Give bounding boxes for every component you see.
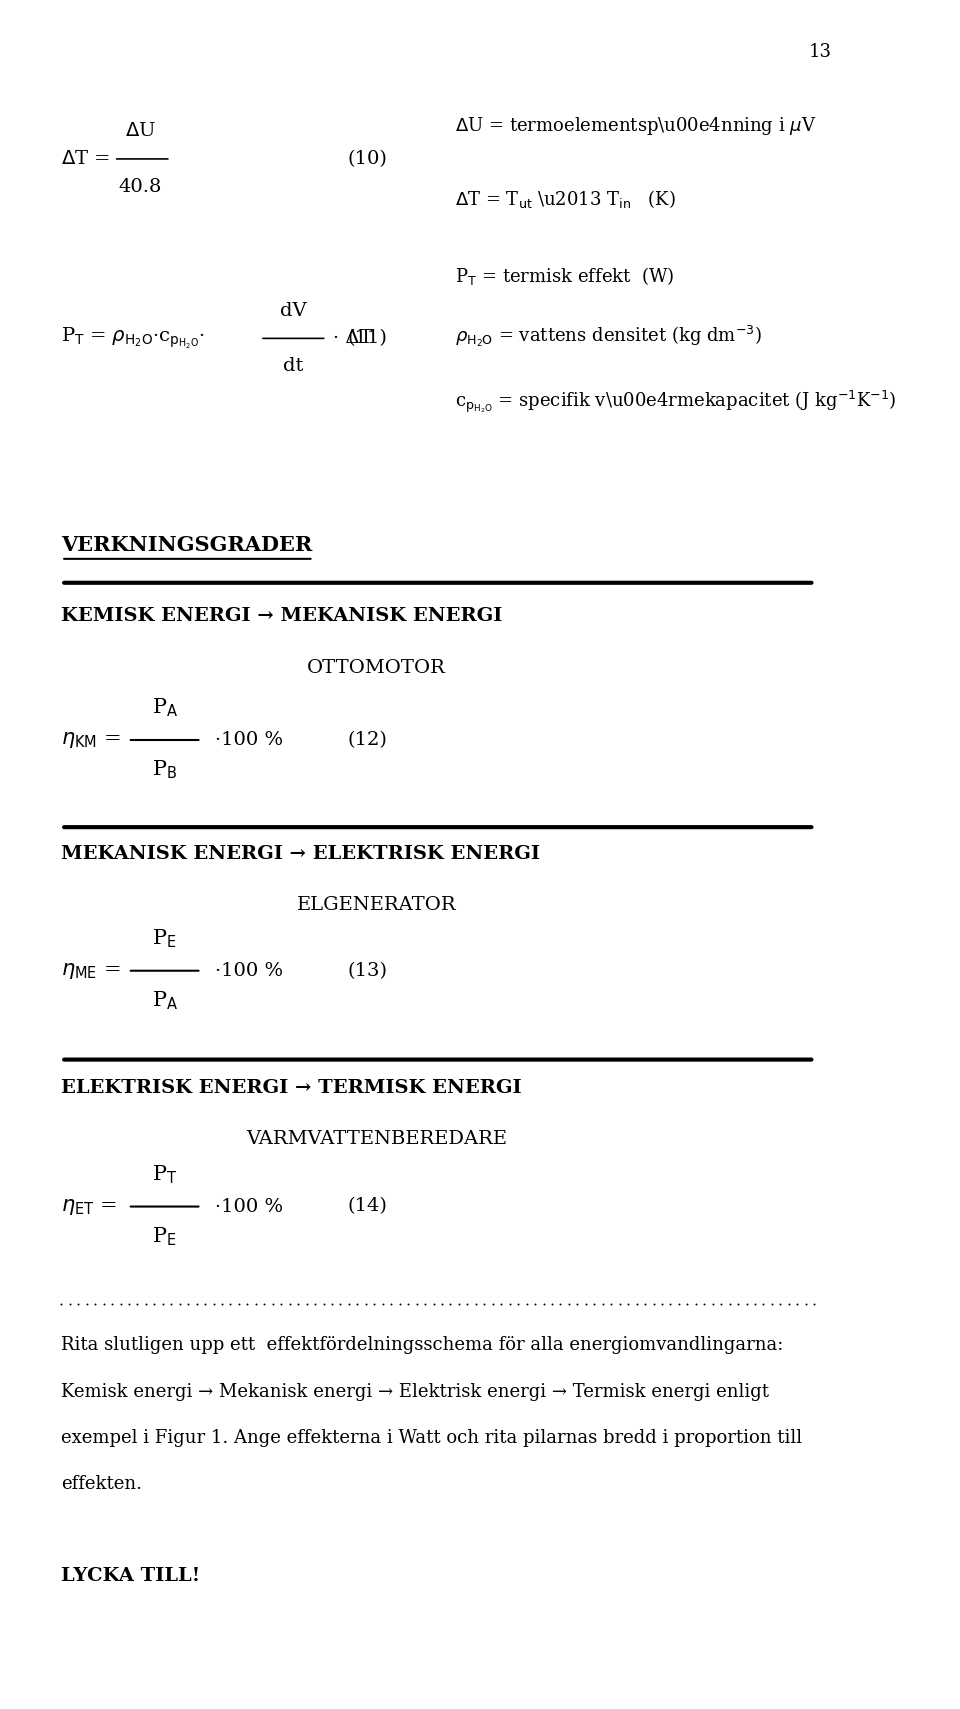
Text: (13): (13): [348, 962, 388, 979]
Text: OTTOMOTOR: OTTOMOTOR: [307, 658, 446, 677]
Text: ·100 %: ·100 %: [215, 1198, 283, 1215]
Text: $\eta_{\rm KM}$ =: $\eta_{\rm KM}$ =: [61, 730, 121, 750]
Text: exempel i Figur 1. Ange effekterna i Watt och rita pilarnas bredd i proportion t: exempel i Figur 1. Ange effekterna i Wat…: [61, 1429, 803, 1448]
Text: $\Delta$U: $\Delta$U: [125, 121, 156, 140]
Text: $\Delta$U = termoelementsp\u00e4nning i $\mu$V: $\Delta$U = termoelementsp\u00e4nning i …: [455, 115, 817, 137]
Text: VARMVATTENBEREDARE: VARMVATTENBEREDARE: [246, 1130, 507, 1148]
Text: $\Delta$T = T$_{\rm ut}$ \u2013 T$_{\rm in}$   (K): $\Delta$T = T$_{\rm ut}$ \u2013 T$_{\rm …: [455, 188, 676, 210]
Text: $\eta_{\rm ME}$ =: $\eta_{\rm ME}$ =: [61, 960, 121, 981]
Text: ELGENERATOR: ELGENERATOR: [297, 896, 456, 914]
Text: dV: dV: [280, 301, 306, 320]
Text: ·100 %: ·100 %: [215, 731, 283, 749]
Text: P$_{\rm T}$: P$_{\rm T}$: [152, 1164, 178, 1186]
Text: LYCKA TILL!: LYCKA TILL!: [61, 1567, 201, 1586]
Text: ELEKTRISK ENERGI → TERMISK ENERGI: ELEKTRISK ENERGI → TERMISK ENERGI: [61, 1078, 522, 1097]
Text: VERKNINGSGRADER: VERKNINGSGRADER: [61, 535, 313, 555]
Text: MEKANISK ENERGI → ELEKTRISK ENERGI: MEKANISK ENERGI → ELEKTRISK ENERGI: [61, 844, 540, 863]
Text: · ΔT: · ΔT: [333, 330, 372, 347]
Text: 13: 13: [808, 43, 831, 62]
Text: effekten.: effekten.: [61, 1475, 142, 1494]
Text: P$_{\rm T}$ = termisk effekt  (W): P$_{\rm T}$ = termisk effekt (W): [455, 265, 675, 287]
Text: $\Delta$T =: $\Delta$T =: [61, 150, 110, 167]
Text: P$_{\rm A}$: P$_{\rm A}$: [152, 697, 178, 719]
Text: P$_{\rm B}$: P$_{\rm B}$: [152, 759, 178, 781]
Text: (12): (12): [348, 731, 388, 749]
Text: (10): (10): [348, 150, 388, 167]
Text: ·100 %: ·100 %: [215, 962, 283, 979]
Text: (11): (11): [348, 330, 388, 347]
Text: Kemisk energi → Mekanisk energi → Elektrisk energi → Termisk energi enligt: Kemisk energi → Mekanisk energi → Elektr…: [61, 1383, 769, 1401]
Text: P$_{\rm A}$: P$_{\rm A}$: [152, 990, 178, 1012]
Text: Rita slutligen upp ett  effektfördelningsschema för alla energiomvandlingarna:: Rita slutligen upp ett effektfördelnings…: [61, 1336, 783, 1355]
Text: c$_{\rm p_{H_2O}}$ = specifik v\u00e4rmekapacitet (J kg$^{-1}$K$^{-1}$): c$_{\rm p_{H_2O}}$ = specifik v\u00e4rme…: [455, 388, 897, 415]
Text: $\rho_{\rm H_2O}$ = vattens densitet (kg dm$^{-3}$): $\rho_{\rm H_2O}$ = vattens densitet (kg…: [455, 325, 762, 349]
Text: 40.8: 40.8: [118, 178, 162, 197]
Text: dt: dt: [283, 357, 303, 376]
Text: $\eta_{\rm ET}$ =: $\eta_{\rm ET}$ =: [61, 1196, 117, 1217]
Text: (14): (14): [348, 1198, 388, 1215]
Text: P$_{\rm E}$: P$_{\rm E}$: [153, 928, 177, 950]
Text: P$_{\rm T}$ = $\rho_{\rm H_2O}$·c$_{\rm p_{H_2O}}$·: P$_{\rm T}$ = $\rho_{\rm H_2O}$·c$_{\rm …: [61, 326, 205, 350]
Text: KEMISK ENERGI → MEKANISK ENERGI: KEMISK ENERGI → MEKANISK ENERGI: [61, 607, 503, 625]
Text: P$_{\rm E}$: P$_{\rm E}$: [153, 1225, 177, 1248]
